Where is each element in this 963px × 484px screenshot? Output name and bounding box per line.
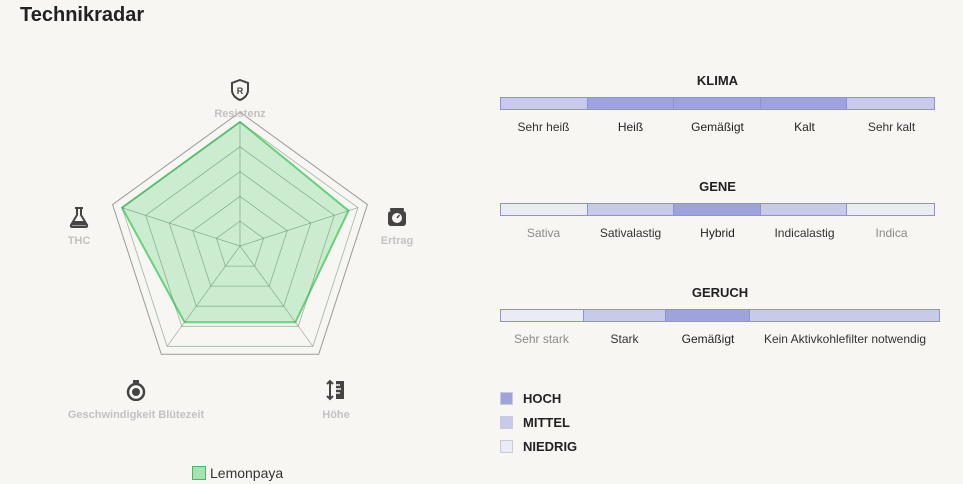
radar-spoke-2 [239,207,359,247]
axis-label-5: THC [67,235,91,247]
scale-segment-niedrig [501,310,584,321]
axis-label-3: Höhe [322,409,350,421]
scale-label: Sehr heiß [517,120,570,134]
key-niedrig: NIEDRIG [500,439,577,454]
scale-segment-mittel [583,310,667,321]
scale-bar-geruch [500,309,940,322]
key-swatch [500,440,513,453]
axis-label-2: Ertrag [380,235,414,247]
key-mittel: MITTEL [500,415,570,430]
radar-spoke-4 [166,245,241,347]
scale-label: Gemäßigt [681,332,735,346]
scale-label: Sehr stark [514,332,569,346]
key-swatch [500,392,513,405]
scale-label: Hybrid [700,226,735,240]
scale-label: Gemäßigt [691,120,744,134]
radar-ring-3 [168,171,312,307]
scale-segment-mittel [501,98,588,109]
radar-chart [112,111,368,355]
scale-label: Sativalastig [599,226,662,240]
flask-icon [68,206,90,228]
scale-segment-hoch [760,98,848,109]
legend-label: Lemonpaya [210,465,284,481]
radar-spoke-3 [239,245,314,347]
scale-segment-niedrig [501,204,588,215]
key-label: HOCH [523,391,562,406]
chart-legend[interactable]: Lemonpaya [192,465,283,481]
scale-segment-mittel [847,98,934,109]
scale-segment-mittel [587,204,675,215]
scale-label: Sativa [526,226,561,240]
page-title: Technikradar [20,4,145,26]
scale-label: Stark [610,332,639,346]
axis-label-1: Resistenz [214,108,266,120]
radar-ring-4 [145,146,335,327]
axis-label-4: Geschwindigkeit Blütezeit [67,409,205,421]
key-label: MITTEL [523,415,570,430]
legend-swatch [192,466,206,480]
scale-segment-mittel [749,310,939,321]
scale-label: Indica [875,226,908,240]
radar-max-outline [112,111,368,355]
scale-weight-icon [386,206,408,228]
scale-title-klima: KLIMA [696,73,739,88]
radar-ring-5 [121,121,359,347]
key-label: NIEDRIG [523,439,578,454]
scale-segment-mittel [760,204,848,215]
scale-segment-hoch [587,98,675,109]
scale-segment-hoch [674,98,761,109]
height-ruler-icon [325,379,347,401]
scale-segment-hoch [674,204,761,215]
scale-bar-gene [500,203,935,216]
scale-segment-niedrig [847,204,934,215]
radar-spoke-5 [121,207,241,247]
scale-label: Kein Aktivkohlefilter notwendig [763,332,927,346]
scale-label: Kalt [794,120,815,134]
scale-title-geruch: GERUCH [691,285,749,300]
radar-ring-1 [215,220,265,267]
scale-title-gene: GENE [699,179,736,194]
scale-segment-hoch [666,310,750,321]
scale-label: Heiß [617,120,644,134]
scale-bar-klima [500,97,935,110]
shield-r-icon: R [229,78,251,102]
scale-label: Sehr kalt [867,120,916,134]
scale-label: Indicalastig [774,226,835,240]
key-swatch [500,416,513,429]
stopwatch-icon [125,379,147,402]
key-hoch: HOCH [500,391,561,406]
radar-ring-2 [192,195,288,287]
svg-text:R: R [237,86,244,96]
